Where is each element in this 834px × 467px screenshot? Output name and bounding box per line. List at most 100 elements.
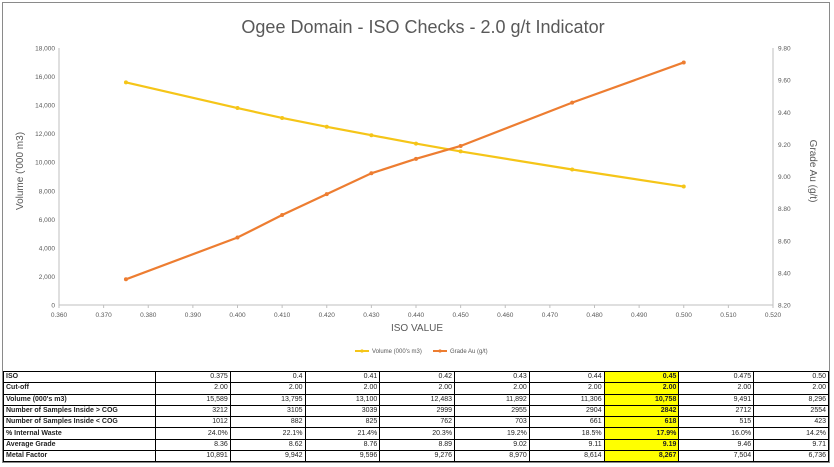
table-cell: 9,596	[304, 450, 381, 463]
table-row: Cut-off 2.00 2.00 2.00 2.00 2.00 2.00 2.00 2.00 2…	[3, 382, 829, 395]
table-cell: 8,614	[528, 450, 605, 463]
chart-area: Ogee Domain - ISO Checks - 2.0 g/t Indic…	[3, 3, 829, 362]
data-point	[324, 192, 329, 197]
row-label: Metal Factor	[3, 450, 156, 463]
table-cell: 9,942	[229, 450, 306, 463]
table-cell: 9.11	[528, 438, 605, 452]
row-label: Number of Samples Inside > COG	[3, 404, 156, 418]
table-row: Metal Factor 10,891 9,942 9,596 9,276 8,970 8,…	[3, 450, 829, 463]
table-cell: 3212	[155, 404, 231, 418]
x-tick-label: 0.370	[95, 312, 112, 319]
data-point	[280, 213, 285, 218]
table-cell: 661	[528, 416, 605, 429]
y2-tick-label: 8.60	[778, 238, 791, 245]
data-point	[369, 133, 374, 138]
x-tick-label: 0.510	[720, 312, 737, 319]
y-tick-label: 8,000	[39, 188, 56, 195]
chart: Ogee Domain - ISO Checks - 2.0 g/t Indic…	[15, 17, 818, 355]
row-label: Average Grade	[3, 438, 156, 452]
table-cell: 2.00	[155, 382, 231, 395]
data-point	[681, 60, 686, 65]
data-point	[280, 115, 285, 120]
table-body: ISO 0.375 0.4 0.41 0.42 0.43 0.44 0.45 0.475 0.50…	[3, 370, 829, 463]
table-cell: 2554	[753, 404, 829, 418]
table-cell: 2.00	[603, 382, 680, 395]
y2-tick-label: 8.80	[778, 206, 791, 213]
table-cell: 2.00	[678, 382, 755, 395]
table-cell: 3105	[229, 404, 306, 418]
table-row: Number of Samples Inside > COG 3212 3105 30…	[3, 404, 829, 418]
row-label: Cut-off	[3, 382, 156, 395]
y2-axis-title: Grade Au (g/t)	[807, 140, 818, 203]
row-label: % Internal Waste	[3, 427, 156, 440]
table-cell: 22.1%	[229, 427, 306, 440]
x-tick-label: 0.490	[631, 312, 648, 319]
table-cell: 882	[229, 416, 306, 429]
y-tick-label: 18,000	[35, 46, 55, 53]
table-cell: 17.9%	[603, 427, 680, 440]
table-cell: 13,100	[304, 393, 381, 406]
series-line	[125, 81, 684, 188]
table-cell: 0.41	[304, 370, 381, 384]
data-point	[681, 184, 686, 189]
table-cell: 703	[454, 416, 530, 429]
row-label: ISO	[3, 370, 156, 384]
table-cell: 8.36	[155, 438, 231, 452]
y-tick-label: 12,000	[35, 131, 55, 138]
table-cell: 1012	[155, 416, 231, 429]
table-cell: 515	[678, 416, 755, 429]
x-tick-label: 0.470	[542, 312, 559, 319]
table-cell: 2.00	[304, 382, 381, 395]
table-cell: 2999	[379, 404, 456, 418]
table-cell: 8,267	[603, 450, 680, 463]
axes	[58, 48, 774, 306]
table-cell: 2842	[603, 404, 680, 418]
table-cell: 10,758	[603, 393, 680, 406]
table-cell: 2904	[528, 404, 605, 418]
legend-label: Volume (000's m3)	[372, 349, 422, 355]
table-cell: 9.19	[603, 438, 680, 452]
data-point	[123, 80, 128, 85]
table-cell: 825	[304, 416, 381, 429]
table-cell: 423	[753, 416, 829, 429]
table-cell: 19.2%	[454, 427, 530, 440]
table-cell: 10,891	[155, 450, 231, 463]
series-grade	[123, 60, 686, 282]
data-point	[570, 100, 575, 105]
chart-title: Ogee Domain - ISO Checks - 2.0 g/t Indic…	[241, 17, 604, 37]
x-tick-label: 0.360	[51, 312, 68, 319]
table-cell: 16.0%	[678, 427, 755, 440]
table-cell: 13,795	[229, 393, 306, 406]
table-cell: 0.42	[379, 370, 456, 384]
table-cell: 0.45	[603, 370, 680, 384]
x-axis-title: ISO VALUE	[391, 323, 443, 334]
table-cell: 12,483	[379, 393, 456, 406]
table-cell: 7,504	[678, 450, 755, 463]
data-point	[123, 277, 128, 282]
table-cell: 9.02	[454, 438, 530, 452]
table-cell: 8.62	[229, 438, 306, 452]
y-tick-label: 14,000	[35, 103, 55, 110]
table-cell: 11,892	[454, 393, 530, 406]
x-tick-label: 0.520	[765, 312, 782, 319]
table-row: ISO 0.375 0.4 0.41 0.42 0.43 0.44 0.45 0.475 0.50	[3, 370, 829, 384]
table-cell: 8,970	[454, 450, 530, 463]
x-tick-label: 0.420	[319, 312, 336, 319]
legend-label: Grade Au (g/t)	[450, 349, 488, 355]
row-label: Volume (000's m3)	[3, 393, 156, 406]
y-tick-label: 4,000	[39, 245, 56, 252]
y2-tick-label: 8.20	[778, 303, 791, 310]
table-row: % Internal Waste 24.0% 22.1% 21.4% 20.3% 19.2…	[3, 427, 829, 440]
y2-tick-label: 9.40	[778, 110, 791, 117]
data-point	[235, 106, 240, 111]
table-cell: 2.00	[753, 382, 829, 395]
data-point	[369, 171, 374, 176]
table-cell: 8,296	[753, 393, 829, 406]
table-cell: 9.71	[753, 438, 829, 452]
x-tick-label: 0.460	[497, 312, 514, 319]
data-point	[235, 235, 240, 240]
table-cell: 2.00	[454, 382, 530, 395]
table-row: Average Grade 8.36 8.62 8.76 8.89 9.02 9.11 9.1…	[3, 438, 829, 452]
y-tick-label: 6,000	[39, 217, 56, 224]
